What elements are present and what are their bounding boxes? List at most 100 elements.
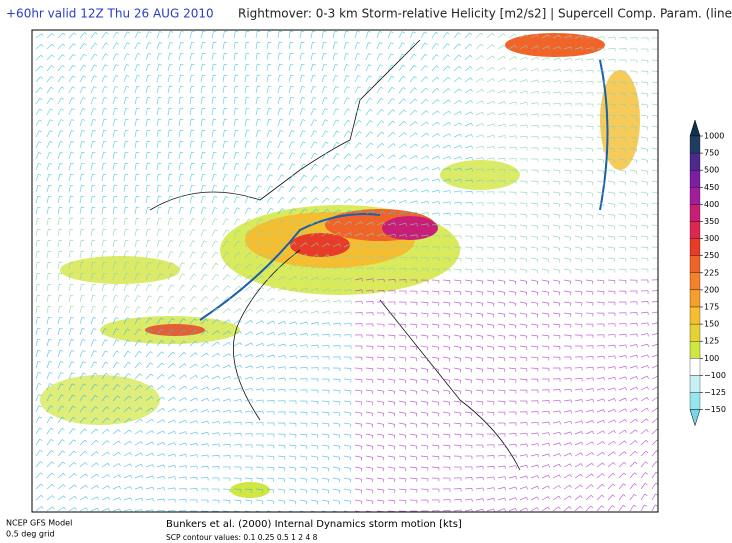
wind-barb: [398, 499, 407, 501]
wind-barb: [369, 97, 373, 100]
wind-barb: [112, 207, 115, 215]
wind-barb: [83, 64, 87, 67]
wind-barb: [614, 377, 616, 381]
wind-barb: [636, 376, 638, 380]
wind-barb: [376, 290, 385, 292]
wind-barb: [167, 141, 170, 149]
wind-barb: [171, 295, 175, 298]
wind-barb: [420, 144, 428, 149]
wind-barb: [214, 196, 218, 198]
wind-barb: [92, 217, 96, 219]
wind-barb: [236, 196, 240, 199]
wind-barb: [449, 201, 451, 205]
wind-barb: [404, 424, 407, 428]
wind-barb: [394, 211, 396, 215]
wind-barb: [558, 270, 561, 274]
wind-barb: [273, 354, 275, 358]
wind-barb: [292, 197, 296, 200]
wind-barb: [158, 184, 162, 187]
wind-barb: [447, 54, 451, 57]
wind-barb: [149, 317, 153, 320]
wind-barb: [266, 388, 274, 391]
wind-barb: [167, 86, 170, 94]
wind-barb: [49, 119, 53, 122]
wind-barb: [200, 185, 204, 193]
wind-barb: [158, 129, 162, 131]
wind-barb: [574, 301, 582, 304]
wind-barb: [607, 213, 615, 216]
wind-barb: [471, 157, 473, 161]
wind-barb: [134, 262, 138, 270]
wind-barb: [607, 387, 615, 391]
wind-barb: [365, 267, 373, 270]
wind-barb: [526, 102, 528, 106]
wind-barb: [129, 429, 132, 433]
wind-barb: [244, 274, 251, 281]
wind-barb: [46, 495, 53, 501]
wind-barb: [93, 317, 97, 319]
wind-barb: [541, 257, 549, 260]
wind-barb: [158, 195, 162, 198]
wind-barb: [222, 432, 230, 435]
wind-barb: [123, 262, 127, 270]
wind-barb: [317, 333, 319, 337]
wind-barb: [255, 477, 263, 480]
wind-barb: [640, 125, 648, 128]
wind-barb: [442, 167, 450, 171]
wind-barb: [585, 377, 593, 380]
wind-barb: [486, 66, 494, 72]
wind-barb: [260, 275, 264, 278]
wind-barb: [398, 477, 406, 480]
wind-barb: [570, 442, 572, 446]
wind-barb: [181, 229, 185, 231]
wind-barb: [288, 186, 294, 193]
wind-barb: [415, 402, 418, 406]
wind-barb: [147, 74, 151, 77]
wind-barb: [464, 498, 472, 501]
wind-barb: [596, 398, 604, 402]
wind-barb: [328, 265, 330, 269]
wind-barb: [645, 439, 649, 443]
wind-barb: [448, 358, 451, 362]
wind-barb: [180, 41, 184, 44]
wind-barb: [415, 155, 418, 159]
wind-barb: [636, 138, 638, 142]
wind-barb: [514, 325, 517, 329]
wind-barb: [293, 208, 297, 211]
wind-barb: [200, 431, 208, 435]
wind-barb: [393, 188, 396, 192]
wind-barb: [259, 230, 263, 233]
wind-barb: [354, 42, 358, 50]
wind-barb: [337, 186, 341, 190]
wind-barb: [189, 251, 194, 259]
wind-barb: [40, 87, 43, 90]
wind-barb: [292, 163, 296, 166]
wind-barb: [493, 135, 495, 139]
wind-barb: [81, 261, 85, 264]
wind-barb: [266, 42, 269, 50]
wind-barb: [436, 54, 439, 57]
wind-barb: [282, 219, 285, 222]
wind-barb: [508, 101, 516, 105]
wind-barb: [449, 156, 451, 160]
wind-barb: [321, 277, 329, 281]
wind-barb: [420, 65, 426, 72]
wind-barb: [61, 427, 65, 431]
wind-barb: [200, 207, 204, 215]
wind-barb: [161, 340, 164, 343]
wind-barb: [246, 118, 250, 121]
wind-barb: [570, 281, 572, 285]
wind-barb: [145, 430, 153, 435]
wind-barb: [228, 364, 231, 368]
wind-barb: [508, 345, 516, 348]
wind-barb: [46, 383, 51, 391]
wind-barb: [552, 257, 560, 260]
wind-barb: [387, 466, 395, 469]
wind-barb: [646, 160, 649, 164]
wind-barb: [79, 317, 83, 325]
wind-barb: [178, 465, 186, 468]
wind-barb: [200, 409, 208, 413]
wind-barb: [148, 42, 152, 44]
wind-barb: [519, 486, 527, 490]
wind-barb: [339, 435, 341, 439]
